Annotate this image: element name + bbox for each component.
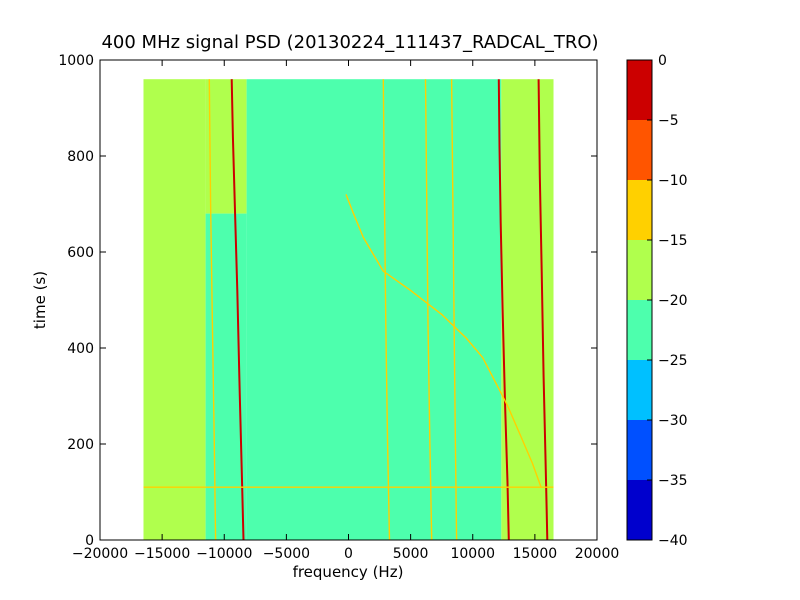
signal-trace-3: [345, 194, 542, 488]
y-tick-label: 400: [67, 341, 94, 357]
colorbar-tick-label: −25: [658, 353, 688, 369]
x-axis-label: frequency (Hz): [293, 563, 404, 581]
signal-trace-6: [450, 79, 458, 540]
signal-trace-5: [424, 79, 433, 540]
colorbar-band-3: [627, 300, 652, 360]
y-tick-label: 1000: [58, 53, 94, 69]
signal-trace-7: [208, 79, 217, 540]
colorbar-band-0: [627, 480, 652, 540]
colorbar-band-6: [627, 120, 652, 180]
colorbar-band-2: [627, 360, 652, 420]
x-tick-label: −10000: [196, 546, 252, 562]
colorbar-tick-label: −10: [658, 173, 688, 189]
colorbar-band-1: [627, 420, 652, 480]
colorbar-band-5: [627, 180, 652, 240]
signal-trace-1: [497, 79, 510, 540]
heatmap-region-0: [143, 79, 206, 540]
y-tick-label: 200: [67, 437, 94, 453]
heatmap-plot: [143, 79, 554, 540]
colorbar-tick-label: −40: [658, 533, 688, 549]
chart-title: 400 MHz signal PSD (20130224_111437_RADC…: [101, 32, 598, 53]
y-axis: 0 200 400 600 800 1000: [58, 53, 597, 549]
heatmap-region-1: [205, 79, 247, 214]
colorbar-tick-label: −20: [658, 293, 688, 309]
x-tick-label: 0: [344, 546, 353, 562]
y-axis-label: time (s): [31, 271, 49, 329]
signal-trace-4: [382, 79, 391, 540]
x-tick-label: −15000: [134, 546, 190, 562]
heatmap-region-3: [246, 79, 502, 540]
colorbar-tick-label: 0: [658, 53, 667, 69]
x-tick-label: 15000: [513, 546, 558, 562]
colorbar-tick-label: −30: [658, 413, 688, 429]
x-axis: −20000 −15000 −10000 −5000 0 5000 10000 15000 20…: [72, 60, 619, 562]
x-tick-label: 5000: [393, 546, 429, 562]
x-tick-label: 20000: [575, 546, 620, 562]
y-tick-label: 600: [67, 245, 94, 261]
x-tick-label: 10000: [450, 546, 495, 562]
colorbar-band-4: [627, 240, 652, 300]
signal-trace-2: [537, 79, 549, 540]
signal-trace-0: [230, 79, 245, 540]
y-tick-label: 800: [67, 149, 94, 165]
colorbar: 0 −5 −10 −15 −20 −25 −30 −35 −40: [626, 53, 688, 549]
colorbar-tick-label: −5: [658, 113, 679, 129]
x-tick-label: −20000: [72, 546, 128, 562]
colorbar-band-7: [627, 60, 652, 120]
y-tick-label: 0: [85, 533, 94, 549]
x-tick-label: −5000: [263, 546, 310, 562]
colorbar-tick-label: −15: [658, 233, 688, 249]
colorbar-tick-label: −35: [658, 473, 688, 489]
